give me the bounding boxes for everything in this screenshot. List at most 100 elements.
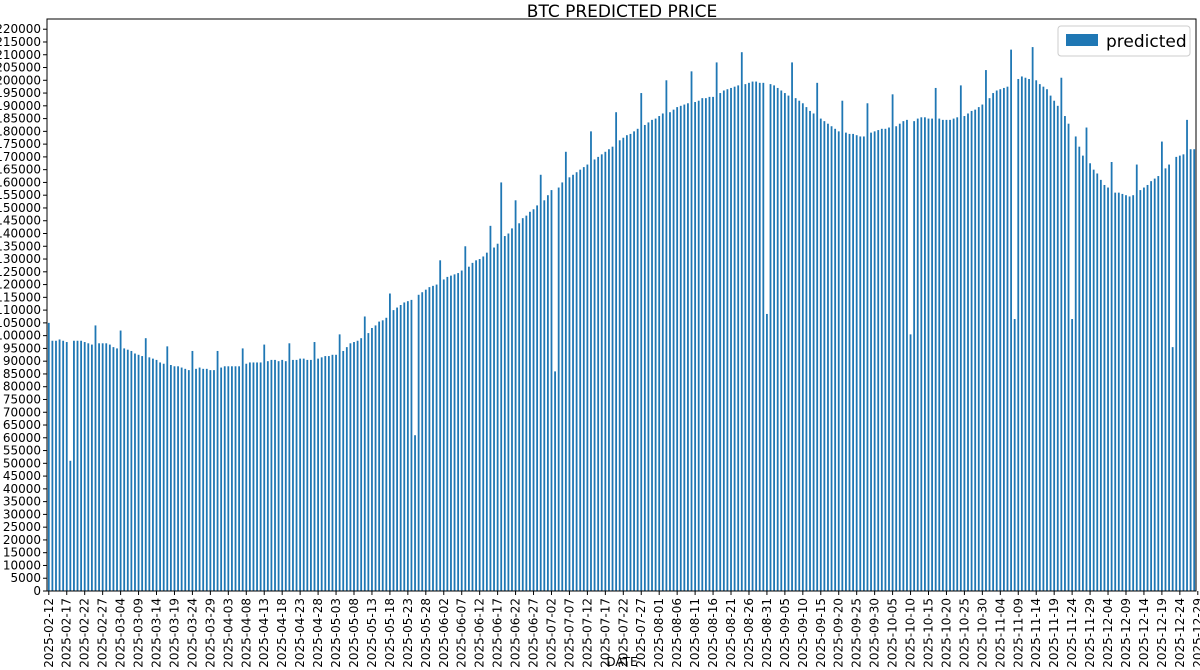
bar-222	[845, 132, 847, 591]
bar-227	[862, 136, 865, 591]
bar-264	[995, 90, 998, 591]
y-tick-label-22: 110000	[0, 303, 41, 317]
y-tick-label-37: 185000	[0, 112, 41, 126]
bar-145	[568, 177, 571, 591]
bar-112	[450, 275, 452, 591]
bar-131	[518, 223, 521, 592]
bar-316	[1182, 154, 1185, 591]
x-tick-label-33: 2025-07-27	[634, 598, 648, 668]
bar-143	[561, 182, 564, 591]
bar-216	[823, 121, 826, 591]
x-tick-label-50: 2025-10-20	[939, 598, 953, 668]
bar-255	[963, 116, 966, 591]
bar-5	[65, 342, 68, 591]
bar-232	[880, 128, 883, 592]
bar-191	[733, 86, 736, 592]
bar-98	[399, 305, 402, 591]
bar-308	[1153, 178, 1156, 591]
y-tick-label-39: 195000	[0, 86, 41, 100]
bar-310	[1160, 141, 1163, 591]
x-tick-label-25: 2025-06-17	[491, 598, 505, 668]
bar-181	[697, 100, 700, 592]
bar-302	[1132, 195, 1135, 591]
bar-187	[719, 93, 722, 592]
bar-220	[837, 131, 840, 592]
bar-238	[902, 121, 905, 591]
bar-251	[949, 119, 951, 592]
bar-103	[417, 294, 420, 591]
bar-75	[317, 358, 319, 592]
bar-242	[916, 118, 919, 591]
bar-288	[1082, 155, 1084, 591]
bar-20	[119, 330, 122, 591]
x-tick-label-52: 2025-10-30	[975, 598, 989, 668]
bar-166	[643, 124, 646, 591]
bar-55	[245, 363, 248, 591]
bar-70	[299, 358, 302, 592]
bar-25	[137, 354, 140, 591]
bar-183	[704, 98, 707, 591]
bar-51	[231, 366, 233, 591]
bar-202	[773, 85, 775, 591]
bar-283	[1064, 116, 1066, 591]
chart-title: BTC PREDICTED PRICE	[527, 2, 717, 22]
bar-101	[410, 299, 413, 591]
bar-298	[1117, 192, 1120, 591]
bar-13	[94, 325, 97, 591]
bar-303	[1135, 164, 1138, 592]
bar-154	[600, 154, 603, 591]
bar-62	[270, 359, 273, 591]
bar-38	[184, 368, 187, 591]
bar-229	[870, 132, 872, 591]
x-tick-label-12: 2025-04-13	[257, 598, 271, 668]
bar-102	[414, 435, 416, 591]
bar-113	[453, 274, 456, 591]
bar-192	[737, 85, 740, 591]
bar-226	[859, 136, 862, 591]
bar-277	[1042, 86, 1045, 592]
bar-135	[532, 209, 535, 592]
y-tick-label-36: 180000	[0, 124, 41, 138]
bar-167	[647, 122, 650, 592]
bar-261	[985, 70, 987, 591]
x-tick-label-28: 2025-07-02	[544, 598, 558, 668]
bar-1	[51, 340, 54, 591]
bar-50	[227, 366, 230, 591]
bar-171	[661, 113, 664, 591]
bar-219	[834, 128, 837, 592]
bar-63	[274, 359, 276, 591]
bar-296	[1110, 162, 1113, 591]
bar-11	[87, 343, 90, 591]
bar-26	[141, 356, 144, 591]
bar-120	[478, 259, 481, 591]
bar-7	[73, 340, 75, 591]
bar-128	[507, 233, 510, 591]
y-tick-label-3: 15000	[3, 546, 41, 560]
legend-label-predicted: predicted	[1106, 32, 1187, 52]
bar-312	[1168, 164, 1170, 592]
bar-278	[1046, 89, 1048, 591]
bar-68	[292, 359, 294, 591]
y-tick-label-1: 5000	[10, 571, 41, 585]
bar-209	[798, 100, 801, 592]
y-tick-label-12: 60000	[3, 431, 41, 445]
bar-281	[1056, 105, 1059, 591]
bar-125	[496, 243, 499, 591]
x-tick-label-38: 2025-08-21	[724, 598, 738, 668]
bar-30	[155, 359, 158, 591]
bar-134	[529, 211, 531, 592]
bar-132	[521, 218, 524, 591]
bar-217	[827, 123, 829, 591]
bar-289	[1085, 127, 1088, 591]
bar-190	[730, 87, 732, 591]
bar-270	[1017, 79, 1020, 591]
bar-266	[1003, 87, 1005, 591]
x-tick-label-51: 2025-10-25	[957, 598, 971, 668]
bar-72	[306, 359, 309, 591]
bar-297	[1114, 192, 1117, 591]
y-tick-label-33: 165000	[0, 163, 41, 177]
bar-6	[69, 460, 72, 591]
bar-207	[791, 62, 793, 592]
bar-106	[428, 287, 431, 592]
bar-56	[248, 362, 251, 591]
